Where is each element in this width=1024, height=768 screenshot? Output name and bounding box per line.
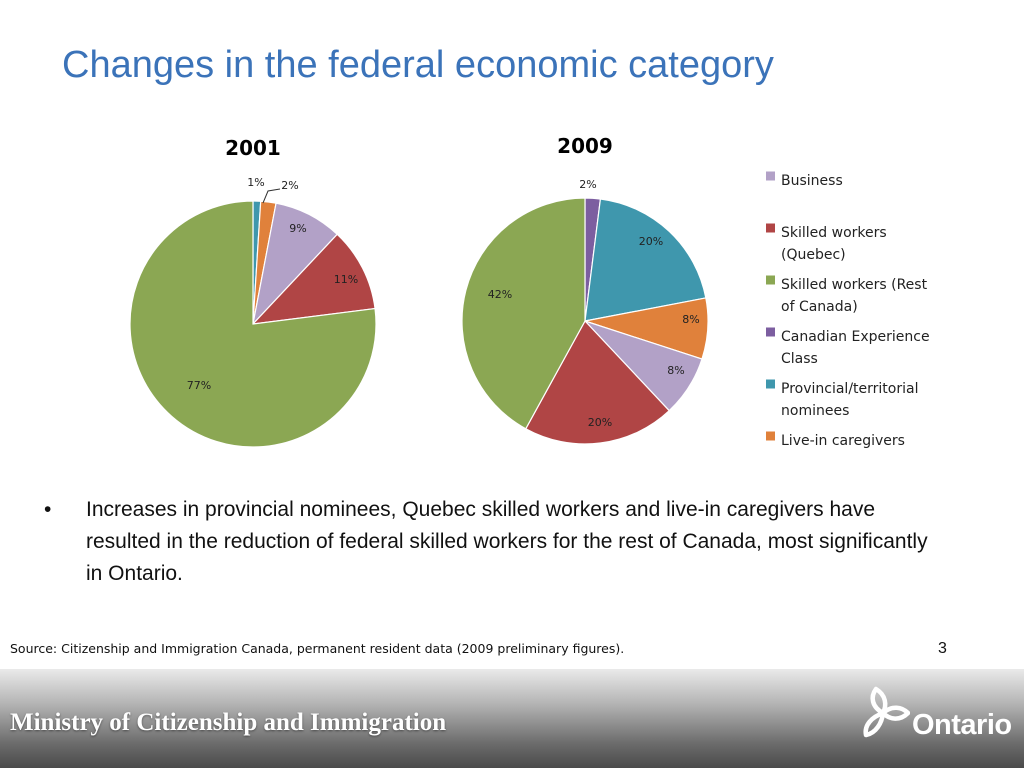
data-label: 2% bbox=[579, 178, 596, 191]
pie-slice-skilled-workers-quebec bbox=[251, 233, 376, 325]
charts-area: 2001 1% 2% 9% 11% 77% 2009 2% 20% 8% 8% 20% 42% Busin… bbox=[129, 134, 930, 449]
pie-chart-2001: 2001 1% 2% 9% 11% 77% bbox=[129, 136, 377, 448]
pie-slice-skilled-workers-rest-of-canada bbox=[461, 197, 586, 430]
trillium-icon bbox=[863, 686, 910, 738]
legend-swatch-provincial-territorial-nominees bbox=[766, 379, 775, 389]
legend-label: Class bbox=[781, 351, 818, 367]
legend-label: of Canada) bbox=[781, 299, 858, 315]
data-label: 2% bbox=[281, 179, 298, 192]
data-label: 77% bbox=[187, 379, 211, 392]
bullet-point: • Increases in provincial nominees, Queb… bbox=[44, 494, 944, 590]
pie-slice-skilled-workers-rest-of-canada bbox=[129, 200, 377, 448]
data-label: 1% bbox=[247, 176, 264, 189]
page-number: 3 bbox=[938, 640, 947, 657]
data-label: 42% bbox=[488, 288, 512, 301]
legend-label: Skilled workers bbox=[781, 225, 887, 241]
ontario-wordmark: Ontario bbox=[912, 709, 1012, 741]
slide-title: Changes in the federal economic category bbox=[62, 44, 774, 86]
data-label: 20% bbox=[639, 235, 663, 248]
legend-label: Business bbox=[781, 173, 843, 189]
footer-banner: Ministry of Citizenship and Immigration … bbox=[0, 669, 1024, 768]
ontario-logo: Ontario bbox=[856, 685, 1024, 765]
bullet-text: Increases in provincial nominees, Quebec… bbox=[86, 498, 928, 585]
ministry-name: Ministry of Citizenship and Immigration bbox=[10, 709, 447, 736]
data-label: 8% bbox=[667, 364, 684, 377]
data-label: 9% bbox=[289, 222, 306, 235]
bullet-marker: • bbox=[44, 498, 52, 521]
chart-title: 2009 bbox=[557, 134, 613, 158]
source-note: Source: Citizenship and Immigration Cana… bbox=[10, 641, 625, 656]
data-label: 20% bbox=[588, 416, 612, 429]
pie-slice-provincial-territorial-nominees bbox=[584, 198, 707, 322]
data-label: 8% bbox=[682, 313, 699, 326]
legend-swatch-skilled-workers-rest-of-canada bbox=[766, 275, 775, 285]
legend-label: Live-in caregivers bbox=[781, 433, 905, 449]
legend-label: Skilled workers (Rest bbox=[781, 277, 928, 293]
legend-label: Canadian Experience bbox=[781, 329, 930, 345]
data-label: 11% bbox=[334, 273, 358, 286]
legend-swatch-skilled-workers-quebec bbox=[766, 223, 775, 233]
legend-label: (Quebec) bbox=[781, 247, 846, 263]
pie-slice-skilled-workers-quebec bbox=[524, 319, 671, 445]
chart-title: 2001 bbox=[225, 136, 281, 160]
legend-swatch-canadian-experience-class bbox=[766, 327, 775, 337]
legend-swatch-live-in-caregivers bbox=[766, 431, 775, 441]
chart-legend: Business Skilled workers (Quebec) Skilled w… bbox=[766, 171, 930, 449]
legend-label: Provincial/territorial bbox=[781, 381, 918, 397]
legend-swatch-business bbox=[766, 171, 775, 181]
pie-chart-2009: 2009 2% 20% 8% 8% 20% 42% bbox=[461, 134, 709, 445]
leader-line bbox=[262, 188, 281, 204]
legend-label: nominees bbox=[781, 403, 849, 419]
